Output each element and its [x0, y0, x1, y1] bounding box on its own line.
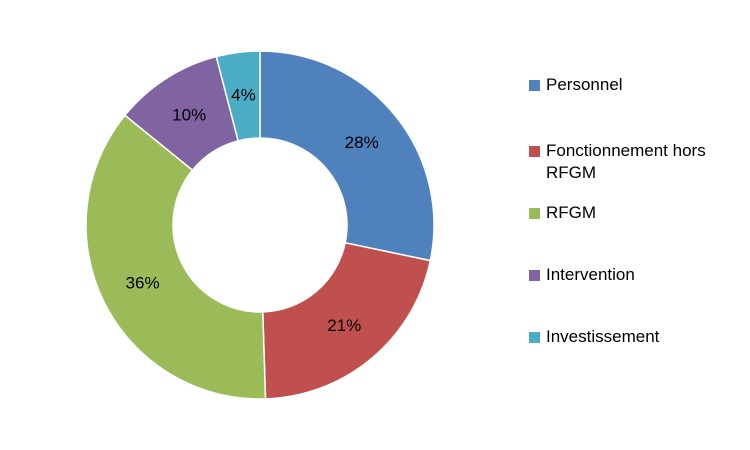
- donut-data-labels: 28% 21% 36% 10% 4%: [126, 86, 379, 335]
- legend-swatch-intervention: [529, 270, 540, 281]
- legend-label-investissement: Investissement: [546, 327, 660, 346]
- legend-label-fonctionnement: Fonctionnement hors RFGM: [546, 141, 706, 182]
- legend-label-personnel: Personnel: [546, 75, 623, 94]
- data-label-personnel: 28%: [345, 133, 379, 152]
- legend-swatch-investissement: [529, 332, 540, 343]
- data-label-investissement: 4%: [231, 86, 256, 105]
- legend-item-intervention: Intervention: [529, 264, 741, 286]
- slice-fonctionnement-hors-rfgm: [261, 241, 432, 400]
- legend-label-rfgm: RFGM: [546, 203, 597, 222]
- legend-label-intervention: Intervention: [546, 265, 635, 284]
- legend-item-fonctionnement: Fonctionnement hors RFGM: [529, 140, 741, 184]
- legend-swatch-fonctionnement: [529, 146, 540, 157]
- legend-swatch-personnel: [529, 80, 540, 91]
- donut-slices: [85, 50, 435, 400]
- slice-rfgm: [85, 114, 267, 400]
- legend-item-investissement: Investissement: [529, 326, 741, 348]
- slice-personnel: [259, 50, 435, 262]
- data-label-rfgm: 36%: [126, 274, 160, 293]
- slice-investissement: [215, 50, 261, 142]
- legend-swatch-rfgm: [529, 208, 540, 219]
- data-label-fonctionnement-hors-rfgm: 21%: [327, 316, 361, 335]
- legend-item-rfgm: RFGM: [529, 202, 741, 224]
- data-label-intervention: 10%: [172, 105, 206, 124]
- legend-item-personnel: Personnel: [529, 74, 741, 96]
